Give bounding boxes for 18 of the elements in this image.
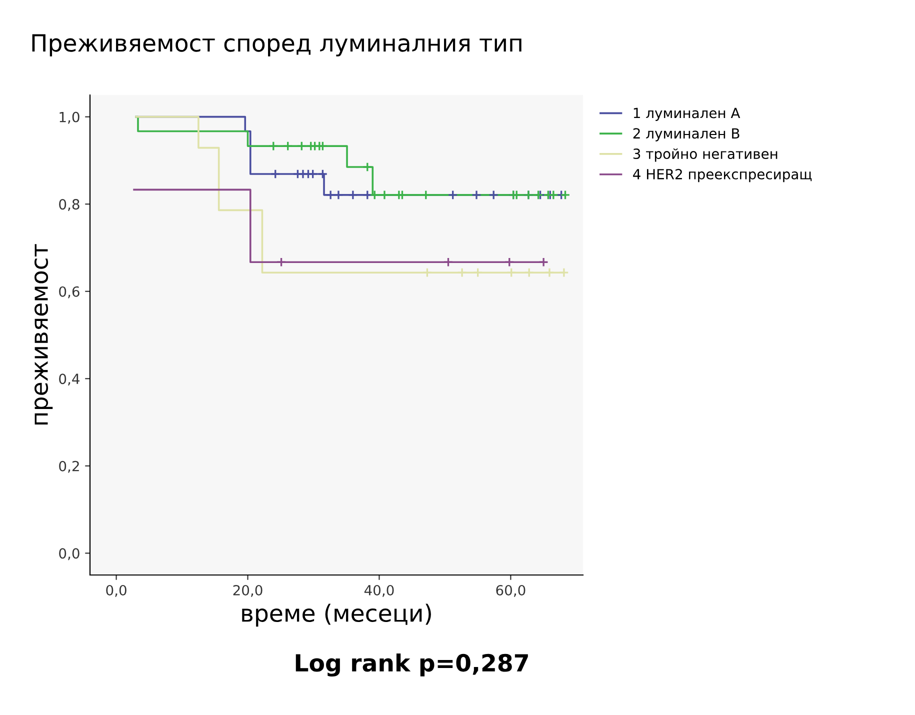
y-tick-label: 0,6 — [59, 286, 80, 298]
y-tick-label: 1,0 — [60, 112, 80, 124]
y-tick-label: 0,4 — [59, 374, 80, 386]
text: Log rank p=0,287 — [296, 653, 528, 677]
legend-label: 1 луминален A — [634, 108, 740, 121]
chart-title: Преживяемост според луминалния тип — [32, 34, 522, 56]
x-tick-label: 20,0 — [233, 584, 262, 597]
x-tick-label: 0,0 — [106, 584, 126, 597]
x-tick-label: 60,0 — [496, 584, 526, 597]
x-tick-label: 40,0 — [364, 584, 394, 597]
y-tick-label: 0,0 — [59, 548, 80, 560]
y-tick-label: 0,8 — [59, 199, 80, 211]
x-axis-title: време (месеци) — [242, 604, 431, 627]
y-axis-title: преживяемост — [34, 244, 53, 424]
y-tick-label: 0,2 — [59, 460, 79, 473]
legend-label: 3 тройно негативен — [633, 148, 778, 162]
legend-label: 4 HER2 преекспресиращ — [633, 168, 812, 182]
legend-label: 2 луминален B — [633, 128, 740, 142]
